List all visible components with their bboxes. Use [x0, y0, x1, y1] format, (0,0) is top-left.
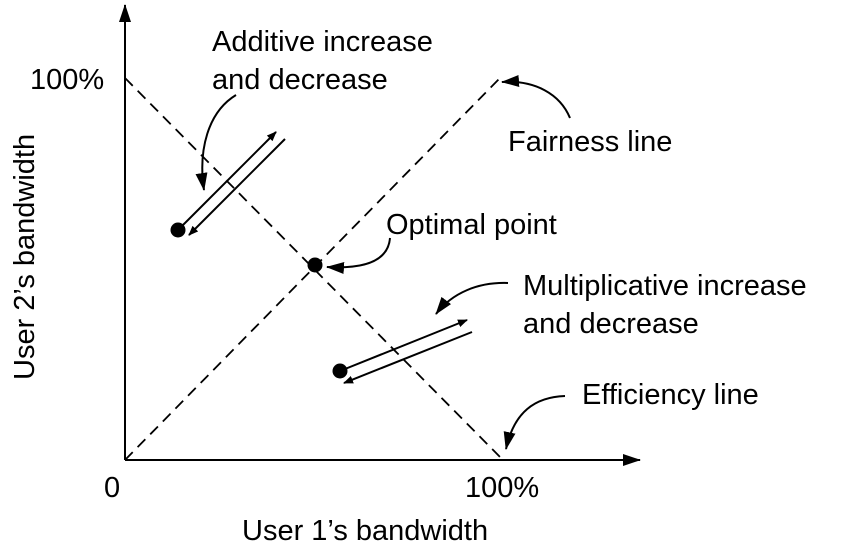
x-axis-max-label: 100%: [465, 472, 539, 504]
multiplicative-callout-arrow: [435, 281, 509, 315]
multiplicative-label-line2: and decrease: [523, 308, 699, 340]
optimal-callout-arrow: [326, 237, 391, 274]
additive-decrease-arrow: [188, 138, 286, 236]
optimal-point-label: Optimal point: [386, 209, 557, 241]
x-axis-title: User 1’s bandwidth: [242, 515, 488, 544]
multiplicative-decrease-arrow: [343, 331, 473, 384]
additive-label-line1: Additive increase: [212, 26, 433, 58]
additive-increase-arrow: [177, 131, 277, 231]
y-axis-max-label: 100%: [30, 64, 104, 96]
additive-callout-arrow: [195, 94, 237, 191]
fairness-callout-arrow: [501, 74, 571, 119]
efficiency-line-label: Efficiency line: [582, 379, 759, 411]
fairness-line-label: Fairness line: [508, 126, 672, 158]
efficiency-callout-arrow: [503, 395, 566, 450]
optimal-point-marker: [307, 257, 323, 273]
additive-label-line2: and decrease: [212, 64, 388, 96]
y-axis-title: User 2’s bandwidth: [9, 134, 41, 380]
origin-label: 0: [104, 472, 120, 504]
multiplicative-label-line1: Multiplicative increase: [523, 270, 807, 302]
multiplicative-increase-arrow: [339, 319, 468, 372]
